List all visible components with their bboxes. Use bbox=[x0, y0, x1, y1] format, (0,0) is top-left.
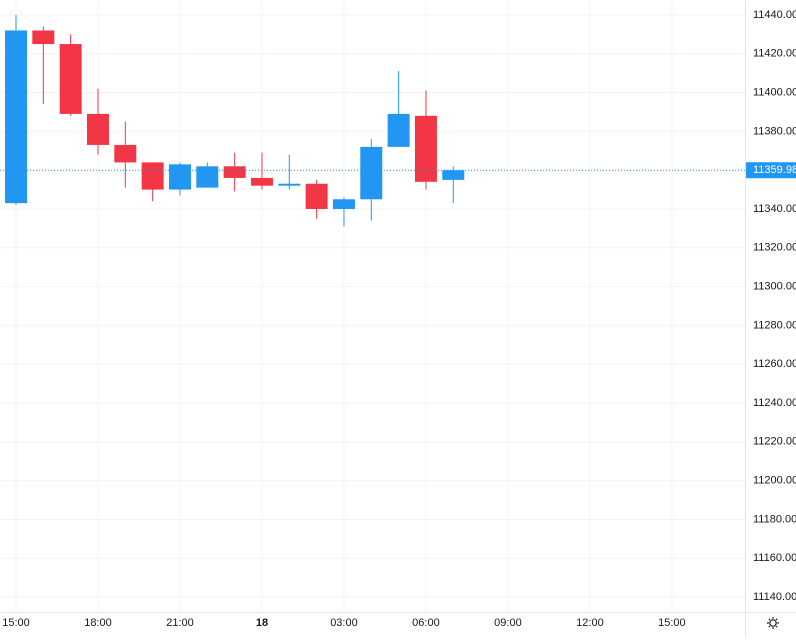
candles bbox=[0, 14, 745, 227]
y-tick-label: 11320.00 bbox=[753, 242, 796, 254]
y-tick-label: 11200.00 bbox=[753, 475, 796, 487]
x-tick-label: 21:00 bbox=[166, 617, 194, 629]
y-tick-label: 11280.00 bbox=[753, 319, 796, 331]
candle-body bbox=[223, 166, 246, 178]
x-tick-label: 03:00 bbox=[330, 617, 358, 629]
x-tick-label: 12:00 bbox=[576, 617, 604, 629]
settings-icon[interactable] bbox=[767, 617, 779, 629]
last-price-tag bbox=[746, 162, 796, 179]
y-tick-label: 11380.00 bbox=[753, 125, 796, 137]
x-tick-label: 15:00 bbox=[2, 617, 30, 629]
y-tick-label: 11240.00 bbox=[753, 397, 796, 409]
y-tick-label: 11180.00 bbox=[753, 513, 796, 525]
candle-body bbox=[278, 183, 301, 186]
candle-body bbox=[196, 166, 219, 188]
y-tick-label: 11300.00 bbox=[753, 281, 796, 293]
candle-body bbox=[114, 144, 137, 163]
x-tick-label: 15:00 bbox=[658, 617, 686, 629]
y-tick-label: 11220.00 bbox=[753, 436, 796, 448]
x-tick-label: 09:00 bbox=[494, 617, 522, 629]
x-tick-label: 06:00 bbox=[412, 617, 440, 629]
x-tick-label: 18:00 bbox=[84, 617, 112, 629]
last-price-label: 11359.98 bbox=[753, 164, 796, 176]
x-tick-label: 18 bbox=[256, 617, 268, 629]
candle-body bbox=[305, 183, 328, 209]
candle-body bbox=[360, 146, 383, 200]
candle-body bbox=[442, 170, 465, 180]
candle-body bbox=[141, 162, 164, 190]
candle-body bbox=[414, 115, 437, 182]
candle-body bbox=[59, 44, 82, 114]
axes: 11140.00 11160.00 11180.00 11200.00 11220.00… bbox=[2, 9, 796, 629]
y-tick-label: 11160.00 bbox=[753, 552, 796, 564]
candle-body bbox=[387, 113, 410, 147]
candle-body bbox=[250, 177, 273, 186]
y-tick-label: 11260.00 bbox=[753, 358, 796, 370]
candle-body bbox=[332, 199, 355, 209]
y-tick-label: 11440.00 bbox=[753, 9, 796, 21]
y-tick-label: 11140.00 bbox=[753, 591, 796, 603]
grid bbox=[0, 0, 745, 612]
y-tick-label: 11340.00 bbox=[753, 203, 796, 215]
candle-body bbox=[32, 30, 55, 45]
y-tick-label: 11420.00 bbox=[753, 48, 796, 60]
candle-body bbox=[168, 164, 191, 190]
candle-body bbox=[5, 30, 27, 204]
candle-body bbox=[86, 113, 109, 145]
y-tick-label: 11400.00 bbox=[753, 86, 796, 98]
